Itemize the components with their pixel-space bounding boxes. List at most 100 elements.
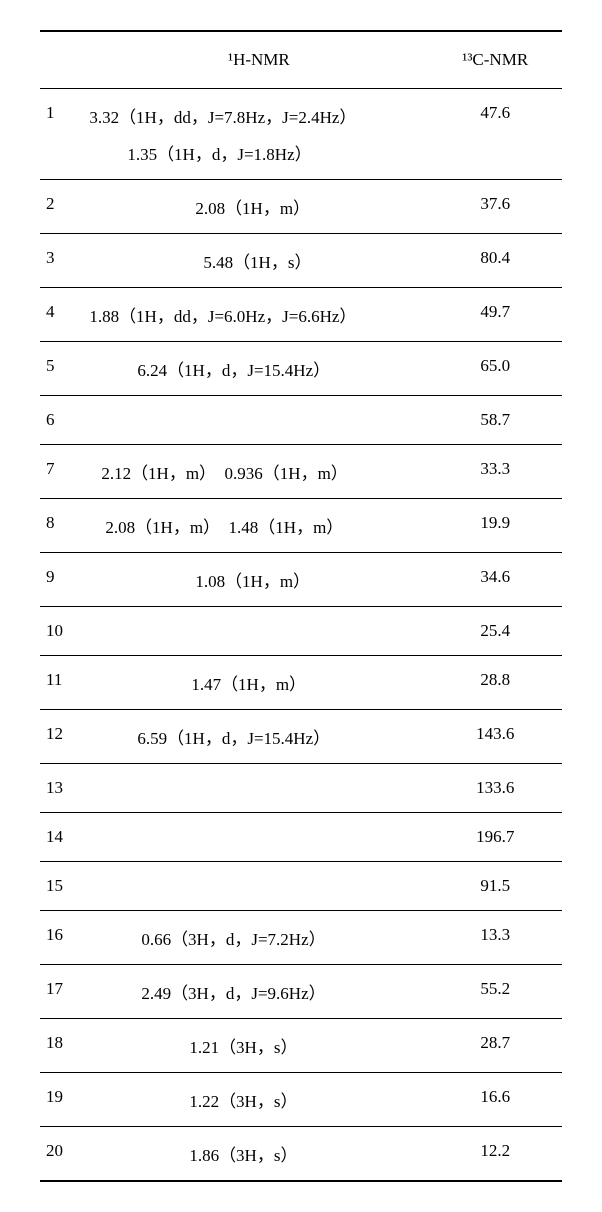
table-row: 181.21（3H，s） 28.7 (40, 1019, 562, 1073)
table-row: 172.49（3H，d，J=9.6Hz） 55.2 (40, 965, 562, 1019)
row-index: 16 (40, 911, 89, 965)
table-row: 22.08（1H，m） 37.6 (40, 180, 562, 234)
row-cnmr: 143.6 (428, 710, 562, 764)
row-cnmr: 34.6 (428, 553, 562, 607)
row-cnmr: 19.9 (428, 499, 562, 553)
table-row: 13 133.6 (40, 764, 562, 813)
row-index: 8 (40, 499, 89, 553)
row-cnmr: 65.0 (428, 342, 562, 396)
row-hnmr: 1.22（3H，s） (89, 1073, 428, 1127)
row-cnmr: 80.4 (428, 234, 562, 288)
table-row: 13.32（1H，dd，J=7.8Hz，J=2.4Hz）1.35（1H，d，J=… (40, 89, 562, 180)
hnmr-value: 3.32（1H，dd，J=7.8Hz，J=2.4Hz） (89, 108, 356, 127)
hnmr-value: 5.48（1H，s） (89, 253, 311, 272)
hnmr-value: 1.21（3H，s） (89, 1038, 297, 1057)
row-hnmr: 2.12（1H，m） 0.936（1H，m） (89, 445, 428, 499)
hnmr-value: 1.86（3H，s） (89, 1146, 297, 1165)
row-index: 18 (40, 1019, 89, 1073)
table-row: 111.47（1H，m） 28.8 (40, 656, 562, 710)
table-row: 160.66（3H，d，J=7.2Hz） 13.3 (40, 911, 562, 965)
row-index: 4 (40, 288, 89, 342)
header-hnmr: ¹H-NMR (89, 31, 428, 89)
row-hnmr: 0.66（3H，d，J=7.2Hz） (89, 911, 428, 965)
row-index: 1 (40, 89, 89, 180)
hnmr-value: 2.49（3H，d，J=9.6Hz） (89, 984, 325, 1003)
table-row: 126.59（1H，d，J=15.4Hz） 143.6 (40, 710, 562, 764)
row-index: 5 (40, 342, 89, 396)
row-index: 17 (40, 965, 89, 1019)
nmr-table: ¹H-NMR ¹³C-NMR 13.32（1H，dd，J=7.8Hz，J=2.4… (40, 30, 562, 1182)
row-hnmr (89, 813, 428, 862)
table-row: 82.08（1H，m） 1.48（1H，m） 19.9 (40, 499, 562, 553)
table-row: 191.22（3H，s） 16.6 (40, 1073, 562, 1127)
row-cnmr: 16.6 (428, 1073, 562, 1127)
row-hnmr: 2.08（1H，m） (89, 180, 428, 234)
row-index: 13 (40, 764, 89, 813)
row-cnmr: 58.7 (428, 396, 562, 445)
row-hnmr: 6.59（1H，d，J=15.4Hz） (89, 710, 428, 764)
row-index: 3 (40, 234, 89, 288)
row-hnmr (89, 607, 428, 656)
row-cnmr: 133.6 (428, 764, 562, 813)
row-hnmr: 2.49（3H，d，J=9.6Hz） (89, 965, 428, 1019)
hnmr-value: 0.66（3H，d，J=7.2Hz） (89, 930, 325, 949)
hnmr-value: 1.47（1H，m） (89, 675, 306, 694)
table-row: 41.88（1H，dd，J=6.0Hz，J=6.6Hz） 49.7 (40, 288, 562, 342)
row-hnmr: 1.88（1H，dd，J=6.0Hz，J=6.6Hz） (89, 288, 428, 342)
table-row: 201.86（3H，s） 12.2 (40, 1127, 562, 1182)
row-index: 10 (40, 607, 89, 656)
row-hnmr (89, 862, 428, 911)
row-cnmr: 196.7 (428, 813, 562, 862)
row-hnmr: 1.47（1H，m） (89, 656, 428, 710)
hnmr-value: 2.08（1H，m） 1.48（1H，m） (89, 518, 343, 537)
hnmr-value: 1.88（1H，dd，J=6.0Hz，J=6.6Hz） (89, 307, 356, 326)
row-index: 11 (40, 656, 89, 710)
row-hnmr: 1.08（1H，m） (89, 553, 428, 607)
row-hnmr (89, 396, 428, 445)
row-index: 14 (40, 813, 89, 862)
row-index: 9 (40, 553, 89, 607)
row-hnmr (89, 764, 428, 813)
row-index: 20 (40, 1127, 89, 1182)
row-cnmr: 37.6 (428, 180, 562, 234)
header-cnmr: ¹³C-NMR (428, 31, 562, 89)
table-row: 14 196.7 (40, 813, 562, 862)
row-hnmr: 3.32（1H，dd，J=7.8Hz，J=2.4Hz）1.35（1H，d，J=1… (89, 89, 428, 180)
row-cnmr: 13.3 (428, 911, 562, 965)
header-blank (40, 31, 89, 89)
row-cnmr: 28.8 (428, 656, 562, 710)
table-row: 56.24（1H，d，J=15.4Hz） 65.0 (40, 342, 562, 396)
row-hnmr: 2.08（1H，m） 1.48（1H，m） (89, 499, 428, 553)
row-index: 6 (40, 396, 89, 445)
hnmr-subvalue: 1.35（1H，d，J=1.8Hz） (89, 128, 428, 165)
hnmr-value: 1.22（3H，s） (89, 1092, 297, 1111)
hnmr-value: 1.08（1H，m） (89, 572, 310, 591)
row-cnmr: 91.5 (428, 862, 562, 911)
table-row: 72.12（1H，m） 0.936（1H，m）33.3 (40, 445, 562, 499)
row-cnmr: 25.4 (428, 607, 562, 656)
row-cnmr: 47.6 (428, 89, 562, 180)
row-hnmr: 1.21（3H，s） (89, 1019, 428, 1073)
row-index: 15 (40, 862, 89, 911)
row-hnmr: 5.48（1H，s） (89, 234, 428, 288)
hnmr-value: 6.59（1H，d，J=15.4Hz） (89, 729, 330, 748)
hnmr-value: 6.24（1H，d，J=15.4Hz） (89, 361, 330, 380)
header-row: ¹H-NMR ¹³C-NMR (40, 31, 562, 89)
row-cnmr: 12.2 (428, 1127, 562, 1182)
hnmr-value: 2.08（1H，m） (89, 199, 310, 218)
row-index: 2 (40, 180, 89, 234)
row-index: 7 (40, 445, 89, 499)
row-hnmr: 6.24（1H，d，J=15.4Hz） (89, 342, 428, 396)
row-cnmr: 49.7 (428, 288, 562, 342)
row-index: 19 (40, 1073, 89, 1127)
table-row: 15 91.5 (40, 862, 562, 911)
row-hnmr: 1.86（3H，s） (89, 1127, 428, 1182)
hnmr-value: 2.12（1H，m） 0.936（1H，m） (89, 464, 348, 483)
row-cnmr: 28.7 (428, 1019, 562, 1073)
table-row: 658.7 (40, 396, 562, 445)
table-row: 91.08（1H，m） 34.6 (40, 553, 562, 607)
table-row: 10 25.4 (40, 607, 562, 656)
row-index: 12 (40, 710, 89, 764)
table-row: 35.48（1H，s） 80.4 (40, 234, 562, 288)
row-cnmr: 55.2 (428, 965, 562, 1019)
